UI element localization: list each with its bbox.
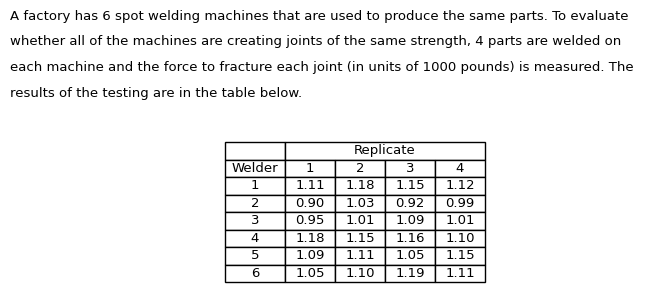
Text: 5: 5 bbox=[251, 249, 259, 262]
Bar bbox=[435, 177, 485, 195]
Bar bbox=[385, 212, 435, 229]
Text: 1.10: 1.10 bbox=[345, 267, 375, 280]
Bar bbox=[385, 160, 435, 177]
Text: 1.05: 1.05 bbox=[395, 249, 425, 262]
Bar bbox=[225, 264, 285, 282]
Bar bbox=[435, 195, 485, 212]
Bar bbox=[285, 264, 335, 282]
Bar bbox=[335, 247, 385, 264]
Bar bbox=[225, 229, 285, 247]
Text: 1.16: 1.16 bbox=[395, 232, 425, 245]
Bar bbox=[225, 212, 285, 229]
Text: 1.09: 1.09 bbox=[395, 214, 425, 227]
Bar bbox=[335, 229, 385, 247]
Text: 6: 6 bbox=[251, 267, 259, 280]
Bar bbox=[385, 177, 435, 195]
Bar bbox=[335, 264, 385, 282]
Text: 1.18: 1.18 bbox=[295, 232, 325, 245]
Text: 1.11: 1.11 bbox=[295, 179, 325, 192]
Text: 1: 1 bbox=[306, 162, 314, 175]
Text: 4: 4 bbox=[251, 232, 259, 245]
Text: 2: 2 bbox=[355, 162, 364, 175]
Text: 1.11: 1.11 bbox=[345, 249, 375, 262]
Bar bbox=[285, 195, 335, 212]
Text: 1.11: 1.11 bbox=[445, 267, 475, 280]
Bar bbox=[285, 229, 335, 247]
Text: 1.01: 1.01 bbox=[446, 214, 474, 227]
Bar bbox=[225, 160, 285, 177]
Bar bbox=[285, 212, 335, 229]
Text: 1.15: 1.15 bbox=[345, 232, 375, 245]
Text: each machine and the force to fracture each joint (in units of 1000 pounds) is m: each machine and the force to fracture e… bbox=[10, 61, 634, 74]
Text: 1.15: 1.15 bbox=[395, 179, 425, 192]
Text: 1.05: 1.05 bbox=[295, 267, 325, 280]
Bar bbox=[435, 264, 485, 282]
Text: 3: 3 bbox=[251, 214, 259, 227]
Bar bbox=[285, 142, 485, 160]
Text: whether all of the machines are creating joints of the same strength, 4 parts ar: whether all of the machines are creating… bbox=[10, 36, 621, 49]
Bar bbox=[225, 177, 285, 195]
Text: Replicate: Replicate bbox=[354, 144, 416, 157]
Bar bbox=[285, 160, 335, 177]
Bar bbox=[385, 229, 435, 247]
Text: 0.95: 0.95 bbox=[295, 214, 325, 227]
Bar bbox=[285, 177, 335, 195]
Bar bbox=[285, 247, 335, 264]
Bar bbox=[385, 247, 435, 264]
Bar bbox=[385, 264, 435, 282]
Text: 1.10: 1.10 bbox=[446, 232, 474, 245]
Bar bbox=[435, 247, 485, 264]
Bar bbox=[335, 212, 385, 229]
Bar bbox=[435, 160, 485, 177]
Bar bbox=[225, 142, 285, 160]
Text: 0.92: 0.92 bbox=[395, 197, 425, 210]
Text: 0.99: 0.99 bbox=[446, 197, 474, 210]
Bar bbox=[435, 229, 485, 247]
Text: 4: 4 bbox=[456, 162, 464, 175]
Text: 1.12: 1.12 bbox=[445, 179, 475, 192]
Text: 0.90: 0.90 bbox=[296, 197, 325, 210]
Text: 1.01: 1.01 bbox=[345, 214, 375, 227]
Bar bbox=[335, 195, 385, 212]
Text: 1: 1 bbox=[251, 179, 259, 192]
Bar bbox=[225, 247, 285, 264]
Text: 1.03: 1.03 bbox=[345, 197, 375, 210]
Text: 1.19: 1.19 bbox=[395, 267, 425, 280]
Bar bbox=[435, 212, 485, 229]
Bar bbox=[335, 177, 385, 195]
Text: 1.15: 1.15 bbox=[445, 249, 475, 262]
Text: 1.09: 1.09 bbox=[295, 249, 325, 262]
Text: A factory has 6 spot welding machines that are used to produce the same parts. T: A factory has 6 spot welding machines th… bbox=[10, 10, 628, 23]
Bar bbox=[335, 160, 385, 177]
Text: Welder: Welder bbox=[232, 162, 278, 175]
Text: 1.18: 1.18 bbox=[345, 179, 375, 192]
Text: 2: 2 bbox=[251, 197, 259, 210]
Text: results of the testing are in the table below.: results of the testing are in the table … bbox=[10, 87, 302, 99]
Bar bbox=[225, 195, 285, 212]
Bar bbox=[385, 195, 435, 212]
Text: 3: 3 bbox=[406, 162, 414, 175]
